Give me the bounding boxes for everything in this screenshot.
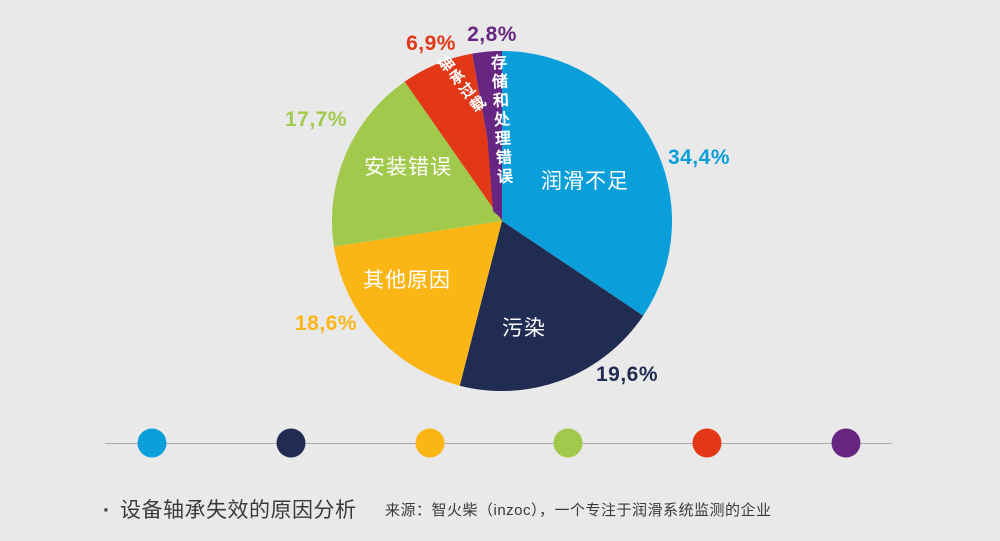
pie-slice-2 (333, 221, 502, 386)
source-note: 来源：智火柴（inzoc），一个专注于润滑系统监测的企业 (385, 502, 772, 519)
legend-dot-5 (831, 428, 861, 458)
value-label-installation: 17,7% (284, 108, 348, 131)
value-label-overload: 6,9% (406, 32, 456, 55)
value-label-storage: 2,8% (467, 23, 517, 46)
value-label-other: 18,6% (294, 312, 358, 335)
slice-label-lubrication: 润滑不足 (541, 170, 629, 193)
legend-dot-3 (553, 428, 583, 458)
pie-slice-5-band (481, 51, 502, 219)
legend-dot-0 (137, 428, 167, 458)
slice-label-installation: 安装错误 (364, 156, 452, 179)
value-label-contamination: 19,6% (595, 363, 659, 386)
caption-bullet: · (103, 499, 110, 522)
slice-label-other: 其他原因 (363, 269, 451, 292)
legend-axis-line (105, 443, 892, 444)
pie-slice-4 (404, 53, 502, 221)
value-label-lubrication: 34,4% (667, 146, 731, 169)
slice-label-contamination: 污染 (502, 317, 546, 340)
legend-dot-2 (415, 428, 445, 458)
legend-dot-1 (276, 428, 306, 458)
chart-title: 设备轴承失效的原因分析 (120, 499, 357, 522)
pie-slice-1 (459, 221, 644, 392)
pie-slice-0 (502, 50, 673, 316)
caption: · 设备轴承失效的原因分析 (103, 494, 357, 524)
legend-dot-4 (692, 428, 722, 458)
pie-slice-3 (331, 81, 502, 247)
